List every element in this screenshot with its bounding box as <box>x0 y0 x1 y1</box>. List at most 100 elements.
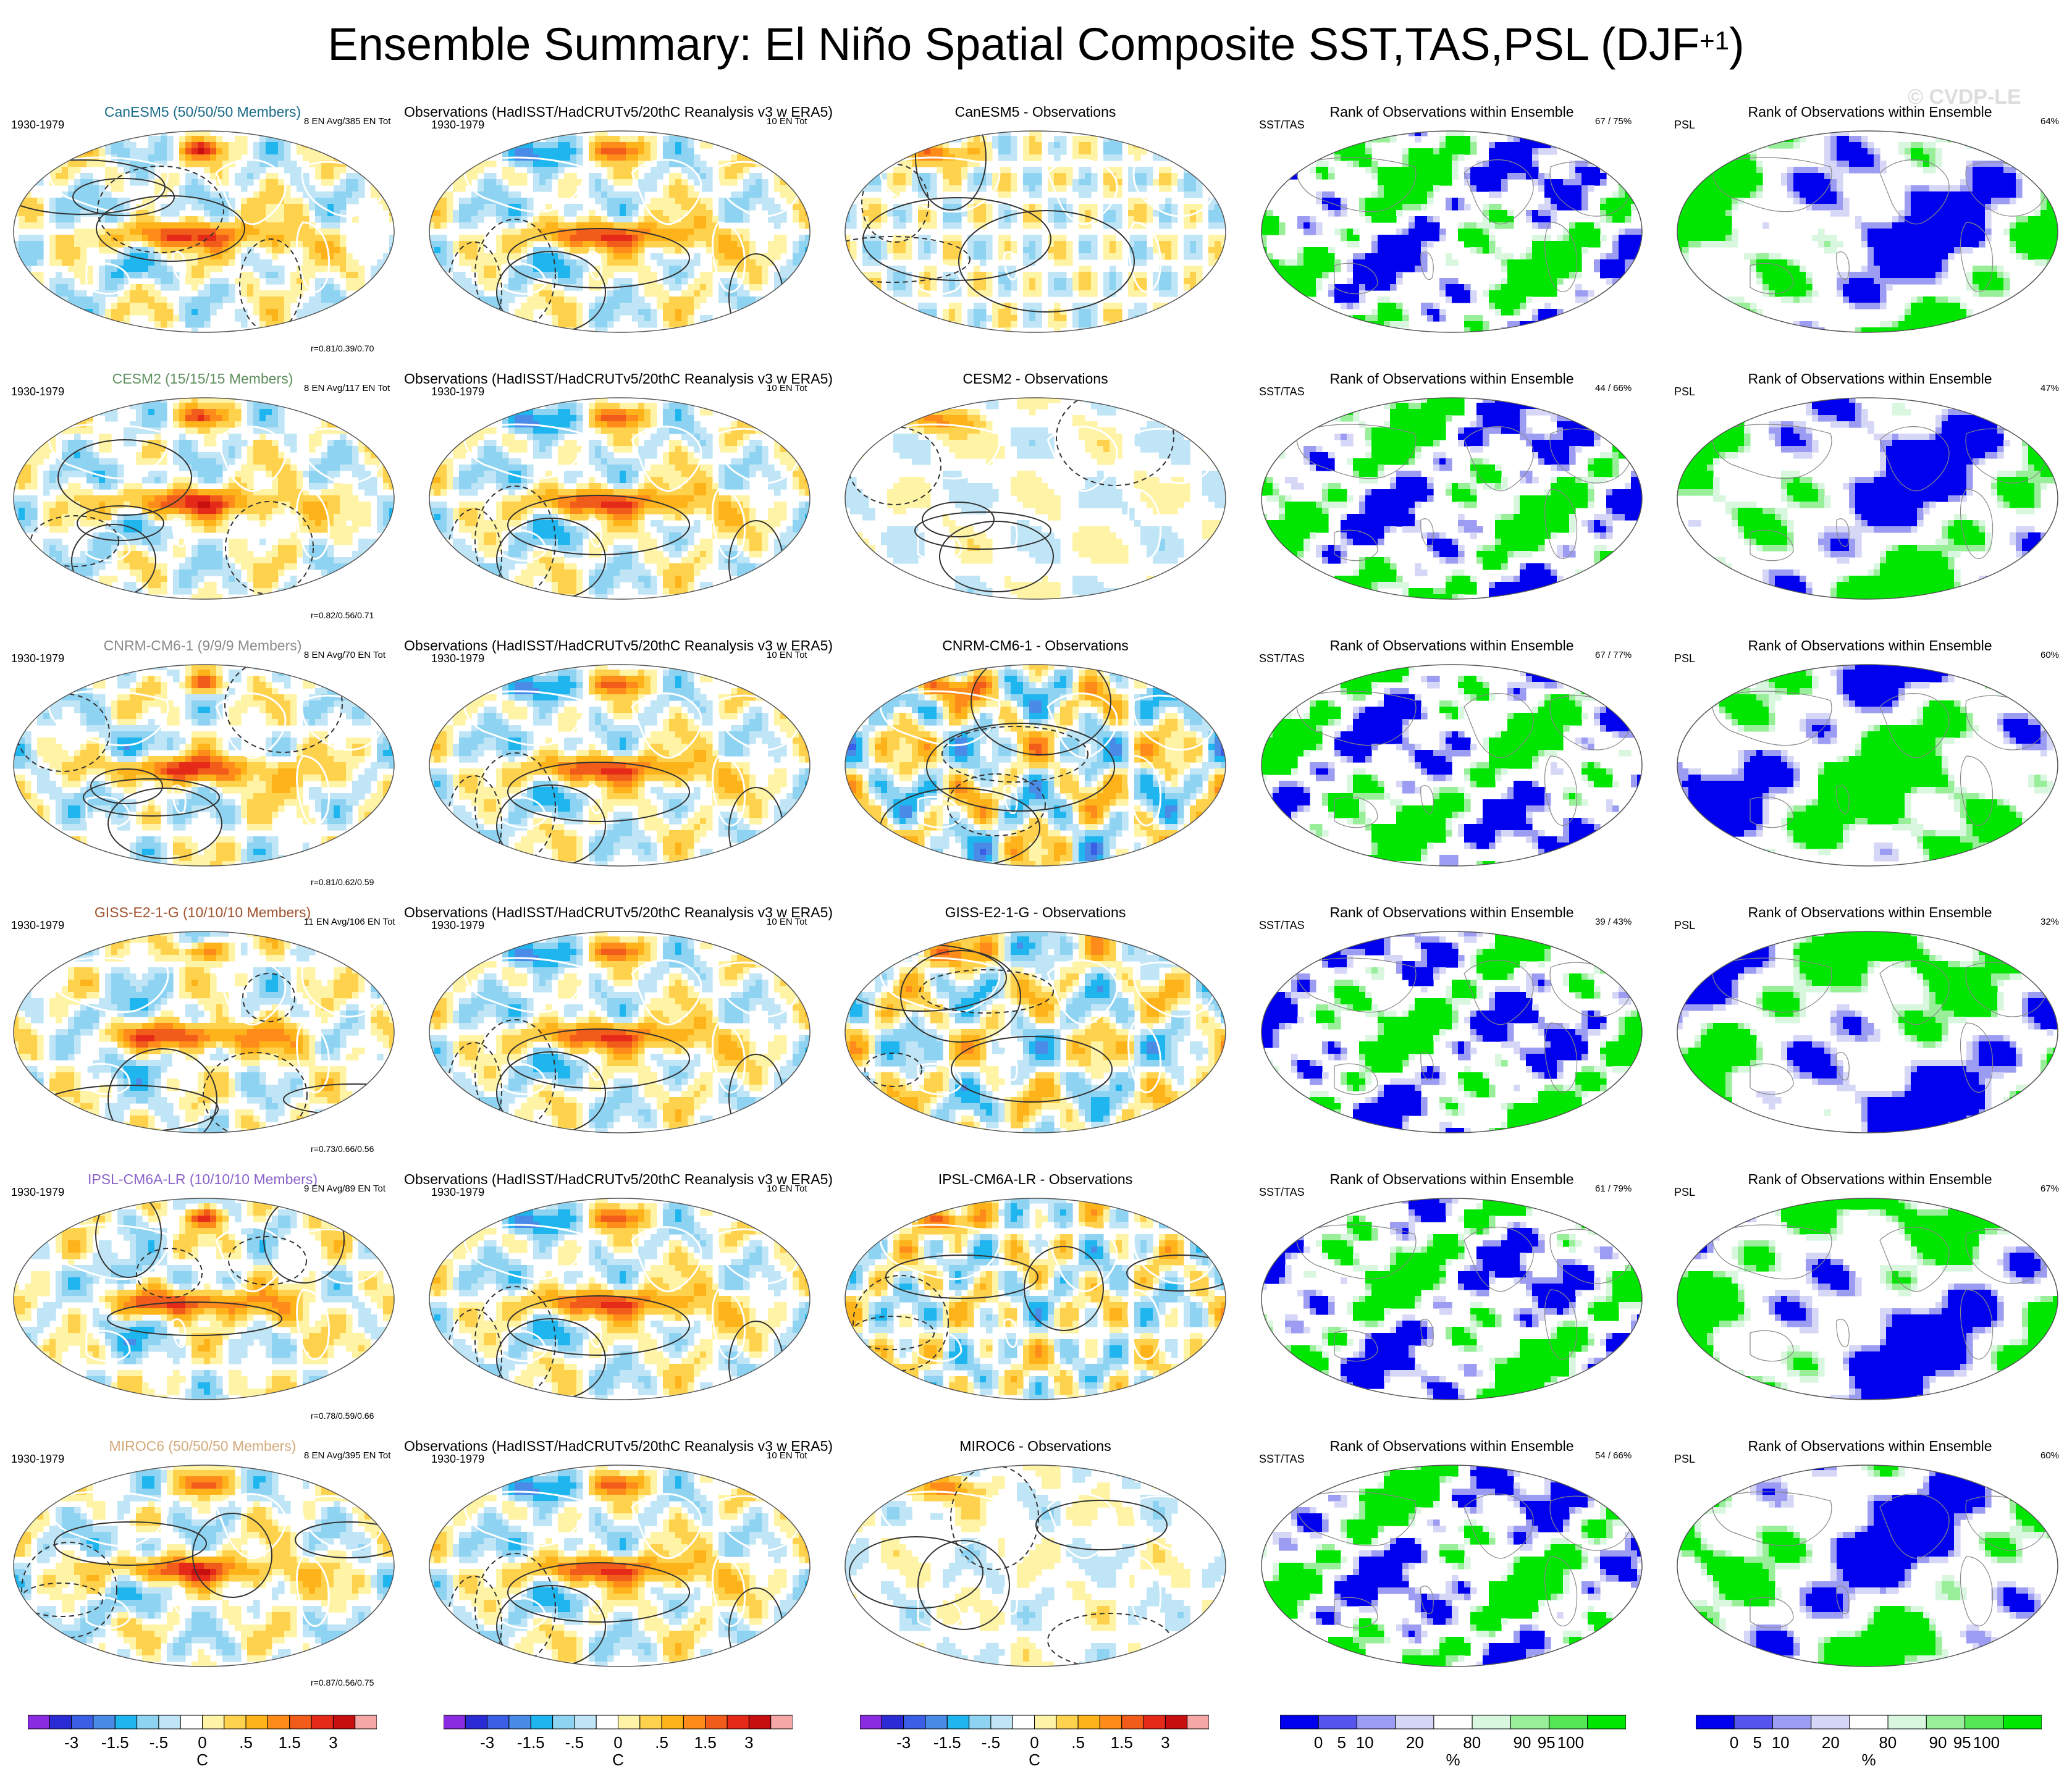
continent-outline-5 <box>587 1051 602 1081</box>
pattern-correlation: r=0.87/0.56/0.75 <box>311 1678 374 1687</box>
colorbar-tick-label: 0 <box>1730 1733 1738 1752</box>
colorbar-swatch <box>770 1715 793 1729</box>
period-label: 1930-1979 <box>11 919 64 932</box>
map-border <box>1261 1198 1643 1400</box>
colorbar-tick-label: 90 <box>1929 1733 1947 1752</box>
psl-rank-value: 60% <box>2040 1450 2059 1461</box>
colorbar-tick-label: 80 <box>1463 1733 1481 1752</box>
continent-outline-6 <box>463 1490 585 1547</box>
colorbar-swatch <box>748 1715 772 1729</box>
map-field-diff <box>845 131 1226 332</box>
map-diff-row5 <box>844 1198 1226 1400</box>
colorbar-swatch <box>969 1715 992 1729</box>
map-border <box>1677 664 2058 867</box>
colorbar-swatch <box>990 1715 1013 1729</box>
continent-outline-5 <box>1420 1319 1434 1348</box>
colorbar-swatch <box>925 1715 948 1729</box>
obs-count: 10 EN Tot <box>767 383 807 393</box>
continent-outlines <box>48 690 384 829</box>
psl-rank-value: 60% <box>2040 650 2059 660</box>
continent-outline-6 <box>1712 691 1832 746</box>
continent-outline-6 <box>48 1224 169 1280</box>
sst-tas-label: SST/TAS <box>1259 1186 1305 1199</box>
continent-outline-1 <box>631 959 702 1026</box>
rank-title: Rank of Observations within Ensemble <box>1329 1438 1573 1455</box>
psl-contour-4 <box>474 1019 556 1130</box>
sst-tas-label: SST/TAS <box>1259 1453 1305 1466</box>
continent-outline-3 <box>296 1022 331 1093</box>
map-border <box>844 931 1226 1133</box>
psl-contour-1 <box>57 439 192 516</box>
obs-count: 10 EN Tot <box>767 917 807 927</box>
psl-contour-4 <box>853 1275 949 1371</box>
figure-title-text: Ensemble Summary: El Niño Spatial Compos… <box>327 19 1699 70</box>
map-obs-row4 <box>429 931 811 1133</box>
colorbar-unit: % <box>1861 1750 1876 1770</box>
map-obs-row5 <box>429 1198 811 1400</box>
continent-outline-6 <box>48 957 169 1014</box>
map-model-row6 <box>13 1465 395 1667</box>
colorbar-tick-label: 100 <box>1557 1733 1584 1752</box>
period-label: 1930-1979 <box>11 1453 64 1466</box>
continent-outlines <box>1712 1491 2047 1629</box>
map-border <box>844 1465 1226 1667</box>
continent-outline-3 <box>1127 1022 1162 1093</box>
psl-contour-5 <box>971 665 1111 755</box>
continent-outline-4 <box>1334 529 1378 561</box>
psl-contour-4 <box>203 1052 308 1133</box>
psl-contour-2 <box>447 1576 502 1666</box>
rank-title: Rank of Observations within Ensemble <box>1329 371 1573 387</box>
colorbar-swatch <box>1733 1715 1773 1729</box>
psl-contour-5 <box>958 210 1135 313</box>
colorbar-swatch <box>202 1715 225 1729</box>
continent-outline-1 <box>1463 1227 1534 1292</box>
continent-outline-5 <box>1003 1318 1018 1348</box>
continent-outline-1 <box>1879 960 1950 1025</box>
diff-title: GISS-E2-1-G - Observations <box>945 904 1126 921</box>
psl-label: PSL <box>1674 119 1695 132</box>
map-rank-psl-row6 <box>1677 1465 2058 1667</box>
psl-contour-3 <box>1035 1500 1168 1550</box>
psl-contour-4 <box>21 1542 117 1638</box>
colorbar-tick-label: 5 <box>1753 1733 1761 1752</box>
map-rank-psl-row3 <box>1677 664 2058 867</box>
colorbar-tick-label: .5 <box>1071 1733 1085 1752</box>
map-rank-sst-row3 <box>1261 664 1643 867</box>
continent-outline-3 <box>1960 1289 1994 1360</box>
colorbar-swatch <box>596 1715 618 1729</box>
colorbar-swatch <box>158 1715 181 1729</box>
diff-title: IPSL-CM6A-LR - Observations <box>938 1171 1132 1188</box>
map-field-obs <box>429 131 810 332</box>
continent-outline-1 <box>1463 693 1534 759</box>
map-border <box>429 1465 811 1667</box>
continent-outline-1 <box>1463 1494 1534 1559</box>
continent-outline-3 <box>296 1288 331 1360</box>
colorbar-swatch <box>444 1715 466 1729</box>
psl-contour-5 <box>1126 1255 1226 1292</box>
colorbar-swatch <box>1356 1715 1396 1729</box>
map-rank-sst-row4 <box>1261 931 1643 1133</box>
psl-contour-2 <box>447 775 502 866</box>
continent-outline-4 <box>1334 1330 1378 1362</box>
map-border <box>1677 931 2058 1133</box>
psl-contours <box>447 752 784 866</box>
continent-outline-5 <box>587 1585 602 1615</box>
colorbar-swatch <box>726 1715 749 1729</box>
map-diff-row1 <box>844 130 1226 333</box>
colorbar-tick-label: 100 <box>1973 1733 2000 1752</box>
map-rank-sst-row2 <box>1261 397 1643 600</box>
psl-contour-4 <box>474 1286 556 1397</box>
continent-outline-6 <box>463 1224 585 1280</box>
psl-contour-4 <box>941 726 1089 783</box>
sst-rank-value: 67 / 75% <box>1595 116 1632 127</box>
ensemble-count: 9 EN Avg/89 EN Tot <box>304 1183 385 1194</box>
psl-contour-1 <box>917 1540 1010 1630</box>
colorbar-swatch <box>1696 1715 1735 1729</box>
psl-contour-4 <box>474 219 556 330</box>
map-border <box>13 130 395 333</box>
colorbar-swatch <box>1077 1715 1100 1729</box>
continent-outline-6 <box>1296 957 1417 1013</box>
obs-title: Observations (HadISST/HadCRUTv5/20thC Re… <box>404 371 833 387</box>
ensemble-count: 11 EN Avg/106 EN Tot <box>304 917 395 927</box>
